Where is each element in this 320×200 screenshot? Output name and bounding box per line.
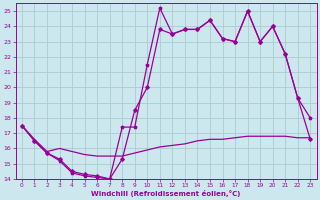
X-axis label: Windchill (Refroidissement éolien,°C): Windchill (Refroidissement éolien,°C) xyxy=(92,190,241,197)
